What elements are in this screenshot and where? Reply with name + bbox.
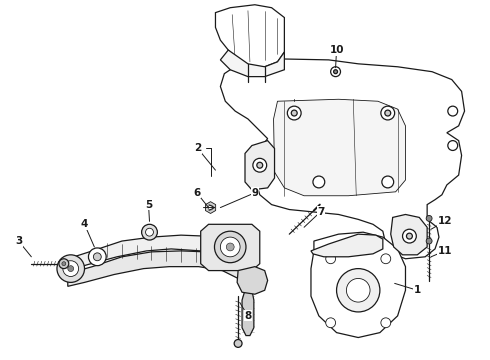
Circle shape <box>234 339 242 347</box>
Circle shape <box>426 238 432 244</box>
Circle shape <box>326 254 336 264</box>
Circle shape <box>57 255 84 282</box>
Text: 8: 8 <box>245 311 251 321</box>
Circle shape <box>326 318 336 328</box>
Polygon shape <box>216 5 284 67</box>
Circle shape <box>208 205 213 210</box>
Polygon shape <box>245 141 274 190</box>
Circle shape <box>63 261 78 276</box>
Circle shape <box>448 141 458 150</box>
Polygon shape <box>220 59 465 259</box>
Circle shape <box>215 231 246 263</box>
Circle shape <box>253 158 267 172</box>
Circle shape <box>142 224 157 240</box>
Polygon shape <box>201 224 260 271</box>
Circle shape <box>94 253 101 261</box>
Circle shape <box>382 176 393 188</box>
Circle shape <box>426 215 432 221</box>
Text: 4: 4 <box>81 219 88 229</box>
Text: 7: 7 <box>317 207 324 216</box>
Circle shape <box>62 262 66 266</box>
Circle shape <box>59 259 69 269</box>
Circle shape <box>313 176 325 188</box>
Circle shape <box>334 70 338 74</box>
Polygon shape <box>220 50 284 77</box>
Circle shape <box>146 228 153 236</box>
Circle shape <box>291 110 297 116</box>
Circle shape <box>331 67 341 77</box>
Polygon shape <box>311 232 406 338</box>
Circle shape <box>220 237 240 257</box>
Polygon shape <box>68 235 250 271</box>
Polygon shape <box>273 99 406 196</box>
Polygon shape <box>68 251 248 286</box>
Polygon shape <box>311 234 383 257</box>
Circle shape <box>257 162 263 168</box>
Polygon shape <box>242 290 254 336</box>
Circle shape <box>226 243 234 251</box>
Circle shape <box>381 254 391 264</box>
Text: 3: 3 <box>15 236 22 246</box>
Circle shape <box>381 318 391 328</box>
Polygon shape <box>391 215 427 255</box>
Text: 12: 12 <box>438 216 452 226</box>
Circle shape <box>346 278 370 302</box>
Circle shape <box>89 248 106 266</box>
Circle shape <box>287 106 301 120</box>
Text: 6: 6 <box>193 188 200 198</box>
Text: 9: 9 <box>251 188 258 198</box>
Circle shape <box>448 106 458 116</box>
Text: 10: 10 <box>329 45 344 55</box>
Polygon shape <box>205 202 216 213</box>
Circle shape <box>407 233 413 239</box>
Text: 11: 11 <box>438 246 452 256</box>
Text: 5: 5 <box>145 199 152 210</box>
Polygon shape <box>237 267 268 294</box>
Circle shape <box>402 229 416 243</box>
Text: 1: 1 <box>414 285 421 295</box>
Circle shape <box>381 106 394 120</box>
Circle shape <box>337 269 380 312</box>
Circle shape <box>68 266 74 271</box>
Circle shape <box>385 110 391 116</box>
Text: 2: 2 <box>194 144 201 153</box>
